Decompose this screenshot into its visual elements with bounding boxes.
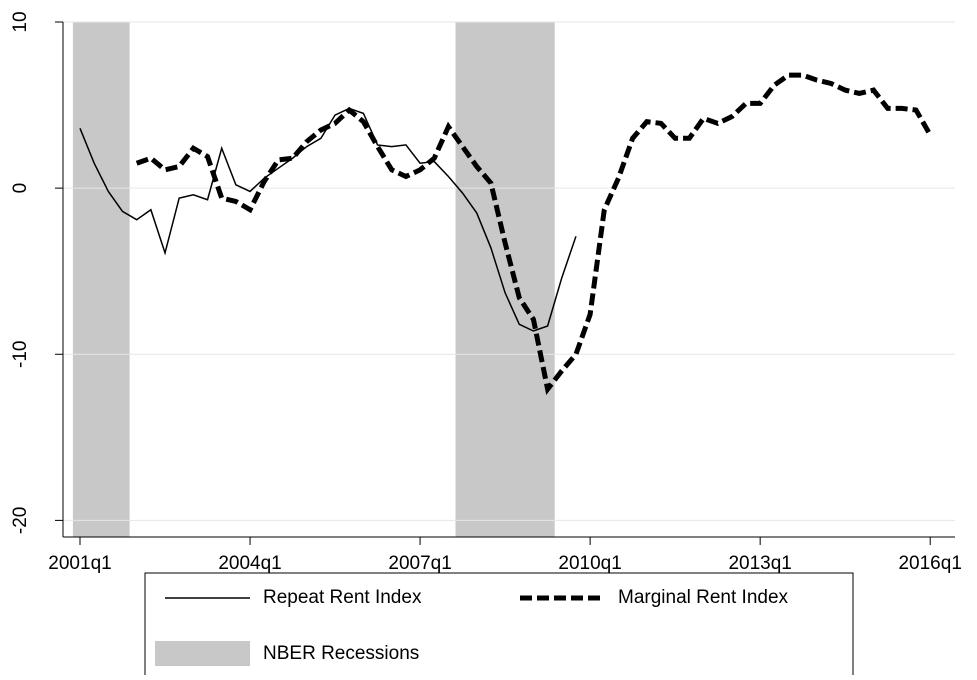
- y-tick-label: -20: [10, 507, 31, 534]
- legend-label: Repeat Rent Index: [263, 587, 422, 608]
- recession-band: [72, 22, 130, 537]
- x-tick-label: 2016q1: [898, 553, 961, 574]
- series-line: [135, 72, 933, 395]
- legend-label: NBER Recessions: [263, 643, 419, 664]
- y-tick-label: 0: [10, 183, 31, 194]
- x-tick-label: 2004q1: [218, 553, 281, 574]
- x-tick-label: 2007q1: [388, 553, 451, 574]
- y-tick-label: -10: [10, 341, 31, 368]
- y-tick-label: 10: [10, 11, 31, 32]
- legend-label: Marginal Rent Index: [618, 587, 789, 608]
- recession-band: [455, 22, 555, 537]
- legend-swatch: [155, 641, 250, 666]
- x-tick-label: 2013q1: [728, 553, 791, 574]
- legend-box: [144, 572, 854, 680]
- x-tick-label: 2010q1: [558, 553, 621, 574]
- x-tick-label: 2001q1: [48, 553, 111, 574]
